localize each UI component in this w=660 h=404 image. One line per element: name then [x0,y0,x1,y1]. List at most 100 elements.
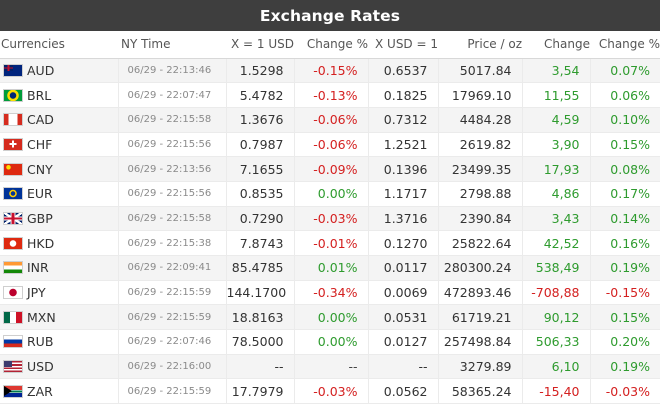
table-header-row: Currencies NY Time X = 1 USD Change % X … [0,31,660,59]
change-pct-cell: -0.15% [293,58,368,84]
table-row[interactable]: BRL 06/29 - 22:07:47 5.4782 -0.13% 0.1825 179… [0,82,660,108]
currency-wrap: HKD [3,236,118,251]
x-eq-1-usd-cell: 5.4782 [225,82,294,108]
change-cell: -708,88 [521,280,590,306]
currency-code[interactable]: EUR [27,186,53,202]
change-pct-cell: 0.00% [293,329,368,355]
col-currencies[interactable]: Currencies [0,31,118,59]
col-change-pct[interactable]: Change % [294,31,368,59]
australia-flag-icon [3,63,23,77]
change-pct-cell: 0.01% [293,255,368,281]
ny-time-cell: 06/29 - 22:15:56 [117,132,226,158]
table-row[interactable]: CNY 06/29 - 22:13:56 7.1655 -0.09% 0.1396 234… [0,156,660,182]
change-pct-cell: -0.13% [293,82,368,108]
col-change[interactable]: Change [522,31,590,59]
currency-wrap: USD [3,359,118,374]
currency-cell[interactable]: BRL [0,82,118,108]
col-price-oz[interactable]: Price / oz [438,31,522,59]
currency-code[interactable]: CNY [27,161,53,177]
change-cell: 3,43 [521,206,590,232]
table-row[interactable]: USD 06/29 - 22:16:00 -- -- -- 3279.89 6,10 0.19… [0,354,660,380]
change-pct-gold-cell: 0.07% [589,58,660,84]
x-usd-eq-1-cell: 0.1270 [367,230,438,256]
table-row[interactable]: MXN 06/29 - 22:15:59 18.8163 0.00% 0.0531 617… [0,304,660,331]
currency-wrap: CNY [3,162,118,177]
table-row[interactable]: CHF 06/29 - 22:15:56 0.7987 -0.06% 1.2521 261… [0,132,660,158]
currency-code[interactable]: BRL [27,87,52,103]
change-cell: 90,12 [521,304,590,331]
currency-cell[interactable]: CAD [0,107,118,133]
currency-code[interactable]: ZAR [27,383,53,399]
price-oz-cell: 5017.84 [437,58,522,84]
currency-code[interactable]: USD [27,359,54,375]
table-row[interactable]: AUD 06/29 - 22:13:46 1.5298 -0.15% 0.6537 501… [0,58,660,84]
table-row[interactable]: EUR 06/29 - 22:15:56 0.8535 0.00% 1.1717 2798… [0,181,660,207]
currency-wrap: CHF [3,137,118,152]
x-eq-1-usd-cell: 1.5298 [225,58,294,84]
currency-cell[interactable]: CHF [0,132,118,158]
currency-code[interactable]: RUB [27,334,54,350]
currency-cell[interactable]: USD [0,354,118,380]
currency-cell[interactable]: GBP [0,206,118,232]
table-row[interactable]: HKD 06/29 - 22:15:38 7.8743 -0.01% 0.1270 258… [0,230,660,256]
currency-cell[interactable]: MXN [0,304,118,331]
currency-code[interactable]: AUD [27,62,55,78]
currency-code[interactable]: CAD [27,112,54,128]
ny-time-cell: 06/29 - 22:13:56 [117,156,226,182]
ny-time-cell: 06/29 - 22:15:58 [117,107,226,133]
x-usd-eq-1-cell: 0.0069 [367,280,438,306]
table-row[interactable]: JPY 06/29 - 22:15:59 144.1700 -0.34% 0.0069 4… [0,280,660,306]
ny-time-cell: 06/29 - 22:09:41 [117,255,226,281]
table-row[interactable]: GBP 06/29 - 22:15:58 0.7290 -0.03% 1.3716 239… [0,206,660,232]
x-eq-1-usd-cell: 85.4785 [225,255,294,281]
change-pct-cell: -0.03% [293,378,368,404]
change-pct-gold-cell: -0.15% [589,280,660,306]
currency-code[interactable]: INR [27,260,49,276]
currency-cell[interactable]: RUB [0,329,118,355]
price-oz-cell: 2390.84 [437,206,522,232]
currency-code[interactable]: MXN [27,309,56,325]
ny-time-cell: 06/29 - 22:07:46 [117,329,226,355]
change-cell: 3,54 [521,58,590,84]
currency-cell[interactable]: CNY [0,156,118,182]
currency-cell[interactable]: ZAR [0,378,118,404]
table-row[interactable]: INR 06/29 - 22:09:41 85.4785 0.01% 0.0117 280… [0,255,660,281]
x-eq-1-usd-cell: 0.7987 [225,132,294,158]
col-change-pct-gold[interactable]: Change % [590,31,660,59]
change-cell: 538,49 [521,255,590,281]
change-cell: 17,93 [521,156,590,182]
currency-code[interactable]: HKD [27,235,55,251]
price-oz-cell: 61719.21 [437,304,522,331]
currency-wrap: AUD [3,63,118,78]
currency-cell[interactable]: EUR [0,181,118,207]
change-pct-gold-cell: 0.20% [589,329,660,355]
currency-wrap: GBP [3,211,118,226]
table-row[interactable]: RUB 06/29 - 22:07:46 78.5000 0.00% 0.0127 257… [0,329,660,355]
eu-flag-icon [3,187,23,201]
currency-cell[interactable]: HKD [0,230,118,256]
currency-cell[interactable]: JPY [0,280,118,306]
x-usd-eq-1-cell: 0.0531 [367,304,438,331]
ny-time-cell: 06/29 - 22:15:38 [117,230,226,256]
currency-wrap: JPY [3,285,118,300]
change-cell: -15,40 [521,378,590,404]
currency-code[interactable]: GBP [27,210,53,226]
usa-flag-icon [3,360,23,374]
col-x-usd-eq-1[interactable]: X USD = 1 [368,31,438,59]
currency-cell[interactable]: INR [0,255,118,281]
table-row[interactable]: CAD 06/29 - 22:15:58 1.3676 -0.06% 0.7312 448… [0,107,660,133]
table-row[interactable]: ZAR 06/29 - 22:15:59 17.7979 -0.03% 0.0562 58… [0,378,660,404]
currency-cell[interactable]: AUD [0,58,118,84]
x-eq-1-usd-cell: 1.3676 [225,107,294,133]
currency-code[interactable]: CHF [27,136,53,152]
ny-time-cell: 06/29 - 22:15:59 [117,304,226,331]
x-usd-eq-1-cell: -- [367,354,438,380]
col-x-eq-1-usd[interactable]: X = 1 USD [226,31,294,59]
col-ny-time[interactable]: NY Time [118,31,226,59]
x-eq-1-usd-cell: 18.8163 [225,304,294,331]
canada-flag-icon [3,113,23,127]
change-pct-cell: -0.09% [293,156,368,182]
ny-time-cell: 06/29 - 22:16:00 [117,354,226,380]
x-eq-1-usd-cell: 0.8535 [225,181,294,207]
currency-code[interactable]: JPY [27,285,46,301]
